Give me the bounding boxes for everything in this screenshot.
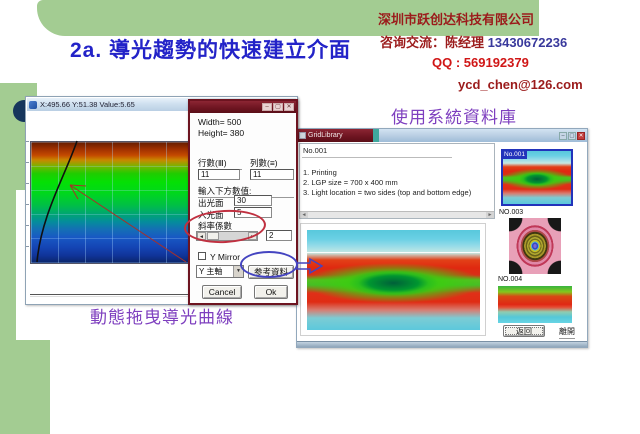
library-app-icon — [299, 132, 306, 139]
grid-library-window: GridLibrary – ▢ ✕ No.001 1. Printing 2. … — [296, 128, 588, 348]
close-icon[interactable]: ✕ — [577, 131, 585, 140]
horizontal-scrollbar[interactable]: ◄ ► — [300, 211, 494, 218]
dropdown-arrow-icon[interactable]: ▼ — [233, 266, 243, 277]
rows-input[interactable]: 11 — [198, 169, 240, 180]
library-description-panel[interactable]: No.001 1. Printing 2. LGP size = 700 x 4… — [299, 143, 495, 219]
caption-drag-curve: 動態拖曳導光曲線 — [90, 308, 234, 327]
plot-gridlines — [31, 142, 188, 263]
maximize-icon[interactable]: ▢ — [273, 103, 283, 111]
slider-left-arrow-icon[interactable]: ◄ — [197, 232, 206, 240]
thumbnail-label: NO.004 — [498, 276, 523, 283]
slope-label: 斜率係數 — [198, 221, 233, 231]
exit-face-input[interactable]: 30 — [234, 195, 272, 206]
library-thumbnail-selected[interactable]: No.001 — [501, 149, 573, 206]
close-icon[interactable]: ✕ — [284, 103, 294, 111]
minimize-icon[interactable]: – — [559, 131, 567, 140]
axis-select[interactable]: Y 主軸 ▼ — [196, 265, 244, 278]
gradient-plot[interactable] — [30, 141, 189, 264]
contact-email: ycd_chen@126.com — [458, 77, 583, 92]
height-info: Height= 380 — [198, 128, 245, 138]
library-window-title: GridLibrary — [308, 132, 343, 139]
cols-input[interactable]: 11 — [250, 169, 294, 180]
entry-face-input[interactable]: 5 — [234, 207, 272, 218]
leave-button[interactable]: 離開 — [559, 326, 575, 339]
maximize-icon[interactable]: ▢ — [568, 131, 576, 140]
library-thumbnail-bands[interactable] — [498, 286, 572, 323]
right-arrow-icon — [296, 257, 324, 275]
description-line: 3. Light location = two sides (top and b… — [303, 188, 472, 197]
entry-face-label: 入光面 — [198, 210, 224, 220]
ok-button[interactable]: Ok — [254, 285, 288, 299]
library-titlebar-right: – ▢ ✕ — [379, 129, 587, 142]
library-item-number: No.001 — [303, 146, 328, 155]
divider — [302, 157, 452, 158]
slider-right-arrow-icon[interactable]: ► — [248, 232, 257, 240]
caption-use-system-library: 使用系統資料庫 — [391, 108, 517, 127]
bottom-green-block — [0, 340, 50, 434]
heatmap-highlight-line — [307, 252, 480, 253]
contact-company: 深圳市跃创达科技有限公司 — [378, 12, 535, 27]
description-line: 1. Printing — [303, 168, 337, 177]
slope-slider[interactable]: ◄ ► — [196, 231, 258, 241]
bottom-slider-track[interactable] — [30, 294, 208, 297]
description-line: 2. LGP size = 700 x 400 mm — [303, 178, 398, 187]
contact-phone: 13430672236 — [487, 35, 568, 50]
contact-consult-label: 咨询交流：陈经理 — [380, 35, 485, 50]
focus-rectangle — [505, 327, 543, 335]
thumbnail-label: NO.003 — [499, 209, 524, 216]
back-button[interactable]: 返回 — [503, 325, 545, 337]
library-thumbnail-rings[interactable] — [509, 218, 561, 274]
reference-data-button[interactable]: 参考資料 — [248, 265, 294, 279]
slide-title: 2a. 導光趨勢的快速建立介面 — [70, 39, 352, 62]
curve-window-title: X:495.66 Y:51.38 Value:5.65 — [40, 100, 135, 109]
dialog-titlebar[interactable]: – ▢ ✕ — [190, 101, 296, 113]
library-titlebar-left: GridLibrary — [297, 129, 373, 142]
top-green-band — [37, 0, 539, 36]
thumbnail-label: No.001 — [503, 151, 527, 159]
scroll-left-arrow-icon[interactable]: ◄ — [300, 212, 308, 218]
app-icon — [29, 100, 37, 109]
plot-ruler-ticks — [26, 141, 29, 265]
slope-value-input[interactable]: 2 — [266, 230, 292, 241]
minimize-icon[interactable]: – — [262, 103, 272, 111]
contact-consult-line: 咨询交流：陈经理 13430672236 — [380, 32, 567, 51]
cancel-button[interactable]: Cancel — [202, 285, 242, 299]
axis-select-value: Y 主軸 — [199, 267, 223, 276]
library-statusbar — [297, 341, 587, 347]
exit-face-label: 出光面 — [198, 198, 224, 208]
library-titlebar[interactable]: GridLibrary – ▢ ✕ — [297, 129, 587, 142]
width-info: Width= 500 — [198, 117, 242, 127]
luminance-heatmap-preview[interactable] — [307, 230, 480, 330]
y-mirror-label: Y Mirror — [210, 252, 241, 262]
back-button-label: 返回 — [516, 327, 532, 336]
slider-thumb[interactable] — [207, 232, 219, 240]
parameter-dialog: – ▢ ✕ Width= 500 Height= 380 行數(Ⅲ) 列數(≡)… — [188, 99, 298, 305]
scroll-right-arrow-icon[interactable]: ► — [486, 212, 494, 218]
blue-right-arrow — [296, 257, 324, 275]
luminance-preview-frame — [300, 223, 486, 336]
y-mirror-checkbox[interactable] — [198, 252, 206, 260]
contact-qq: QQ : 569192379 — [432, 55, 529, 70]
titlebar-teal-accent — [373, 129, 379, 142]
